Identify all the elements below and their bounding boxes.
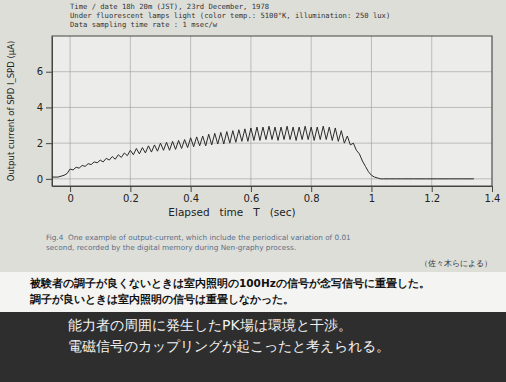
- x-tick-mark: [371, 186, 372, 192]
- grid-line: [431, 36, 432, 186]
- x-tick-mark: [70, 186, 71, 192]
- grid-line: [371, 36, 372, 186]
- y-axis-title: Output current of SPD I_SPD (μA): [6, 41, 16, 182]
- x-tick-mark: [432, 186, 433, 192]
- x-tick-label: 1.2: [424, 193, 440, 204]
- x-tick-mark: [311, 186, 312, 192]
- background: [0, 0, 506, 382]
- grid-line: [130, 36, 131, 186]
- grid: [52, 36, 492, 186]
- y-tick: 4: [37, 102, 52, 113]
- page: Time / date 18h 20m (JST), 23rd December…: [0, 0, 506, 382]
- x-tick-mark: [251, 186, 252, 192]
- plot-marks: [52, 126, 474, 179]
- title: Time / date 18h 20m (JST), 23rd December…: [70, 2, 269, 11]
- note: 調子が良いときは室内照明の信号は重畳しなかった。: [30, 293, 294, 306]
- y-tick: 0: [37, 174, 52, 185]
- notes-area: [0, 272, 506, 312]
- x-tick-mark: [492, 186, 493, 192]
- y-axis-line: [52, 37, 53, 187]
- y-tick-label: 6: [37, 66, 43, 77]
- banner-text: 能力者の周囲に発生したPK場は環境と干渉。: [68, 317, 352, 333]
- grid-line: [52, 143, 492, 144]
- x-axis-title: Elapsed time T (sec): [168, 206, 295, 218]
- x-tick-label: 0.6: [243, 193, 259, 204]
- x-tick-label: 0.8: [304, 193, 320, 204]
- grid-line: [250, 36, 251, 186]
- subtitle: Data sampling time rate : 1 msec/w: [70, 20, 218, 29]
- x-tick-label: 1.4: [485, 193, 501, 204]
- plot-frame: [52, 36, 492, 186]
- grid-line: [311, 36, 312, 186]
- y-tick-mark: [46, 107, 52, 108]
- note: 被験者の調子が良くないときは室内照明の100Hzの信号が念写信号に重畳した。: [29, 277, 430, 290]
- grid-line: [52, 71, 492, 72]
- caption: second, recorded by the digital memory d…: [46, 243, 296, 252]
- x-tick: 0: [67, 186, 73, 204]
- banner-background: [0, 312, 506, 382]
- x-tick: 1: [369, 186, 375, 204]
- y-tick: 6: [37, 66, 52, 77]
- y-axis: 0 2 4 6: [37, 37, 53, 187]
- grid-line: [70, 36, 71, 186]
- grid-line: [52, 107, 492, 108]
- y-tick: 2: [37, 138, 52, 149]
- x-tick: 0.4: [183, 186, 199, 204]
- x-tick: 1.2: [424, 186, 440, 204]
- x-tick-label: 0.2: [123, 193, 139, 204]
- x-tick-label: 1: [369, 193, 375, 204]
- subtitle: Under fluorescent lamps light (color tem…: [70, 11, 390, 20]
- banner-text: 電磁信号のカップリングが起こったと考えられる。: [68, 338, 390, 354]
- plot-area: [52, 36, 492, 186]
- x-tick-mark: [191, 186, 192, 192]
- signal-line: [52, 126, 474, 179]
- x-axis: 0 0.2 0.4 0.6 0.8 1 1.2 1.4: [53, 186, 501, 204]
- y-tick-mark: [46, 143, 52, 144]
- source: （佐々木らによる）: [420, 259, 492, 268]
- grid-line: [190, 36, 191, 186]
- x-tick: 0.2: [123, 186, 139, 204]
- y-tick-label: 0: [37, 174, 43, 185]
- x-tick: 1.4: [485, 186, 501, 204]
- y-tick-mark: [46, 72, 52, 73]
- x-tick: 0.8: [304, 186, 320, 204]
- x-tick-label: 0: [67, 193, 73, 204]
- x-tick-mark: [130, 186, 131, 192]
- y-tick-label: 4: [37, 102, 43, 113]
- y-tick-label: 2: [37, 138, 43, 149]
- x-tick: 0.6: [243, 186, 259, 204]
- x-tick-label: 0.4: [183, 193, 199, 204]
- y-tick-mark: [46, 179, 52, 180]
- caption: Fig.4 One example of output-current, whi…: [46, 233, 351, 242]
- x-axis-line: [53, 186, 493, 187]
